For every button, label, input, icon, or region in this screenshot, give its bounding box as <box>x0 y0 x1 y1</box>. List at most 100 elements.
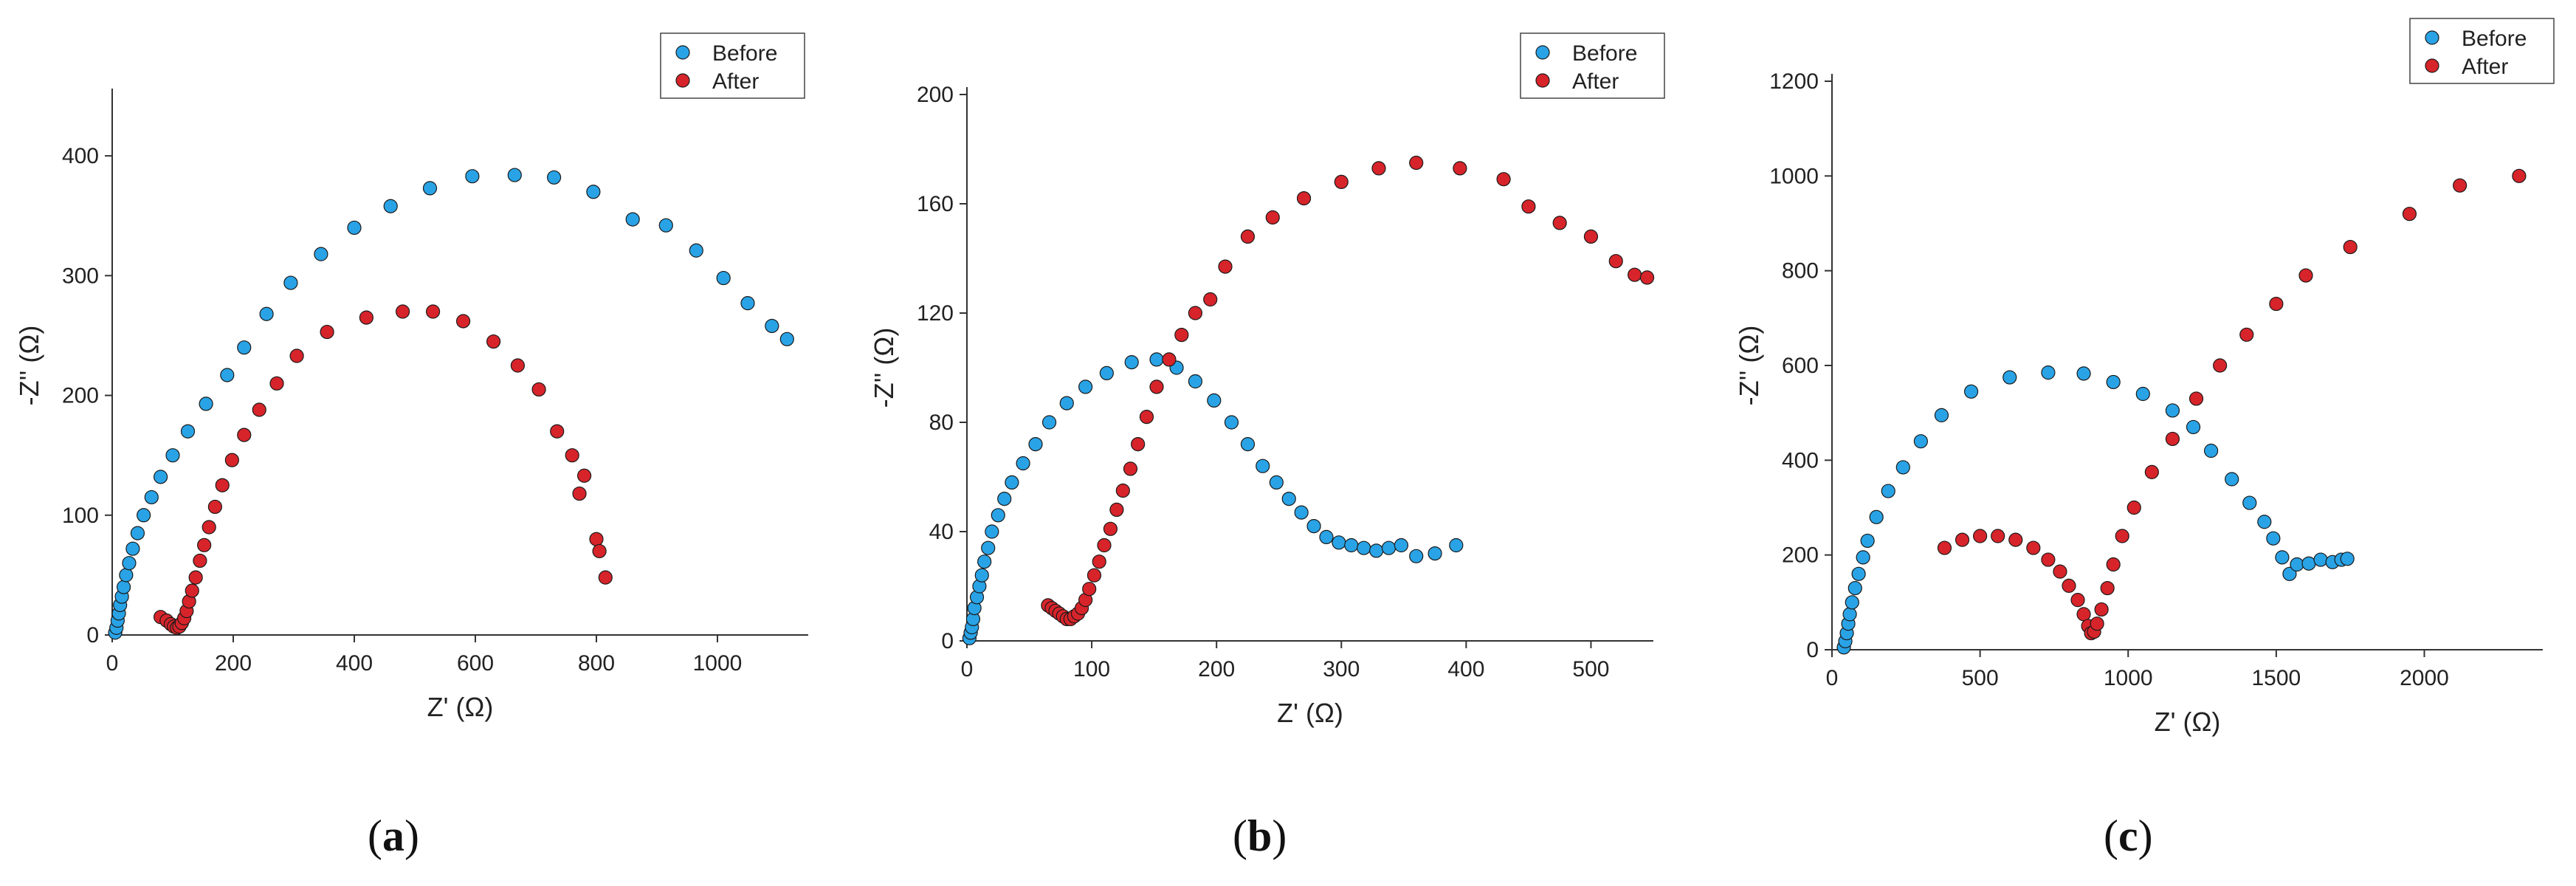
data-point <box>486 334 501 349</box>
data-point <box>289 348 304 363</box>
x-tick-label: 200 <box>215 651 252 676</box>
data-point <box>2453 178 2467 193</box>
data-point <box>1149 380 1164 394</box>
x-tick-label: 300 <box>1323 657 1360 681</box>
legend: Before After <box>1520 32 1665 99</box>
data-point <box>2026 540 2041 555</box>
data-point <box>188 570 203 585</box>
data-point <box>2100 580 2115 596</box>
data-point <box>2106 374 2121 390</box>
data-point <box>1103 521 1118 536</box>
data-point <box>1895 460 1910 475</box>
data-point <box>252 402 266 417</box>
data-point <box>314 247 328 261</box>
data-point <box>1123 461 1138 476</box>
data-point <box>765 318 779 334</box>
data-point <box>1240 436 1256 452</box>
data-point <box>383 199 398 213</box>
data-point <box>1860 533 1875 549</box>
data-point <box>1028 436 1043 452</box>
data-point <box>1294 505 1309 520</box>
x-tick-label: 2000 <box>2400 666 2449 690</box>
data-point <box>1256 459 1270 473</box>
series-after <box>154 304 613 635</box>
data-point <box>422 181 438 196</box>
data-point <box>1963 384 1979 399</box>
data-point <box>1203 292 1218 307</box>
x-tick-label: 1000 <box>693 651 743 676</box>
x-tick-label: 0 <box>106 651 119 676</box>
legend-marker-after <box>2425 58 2439 73</box>
data-point <box>1078 380 1093 394</box>
data-point <box>180 424 196 439</box>
data-point <box>1639 270 1655 285</box>
series-after <box>1937 168 2527 641</box>
legend-label-after: After <box>712 69 759 94</box>
data-point <box>137 508 151 523</box>
data-point <box>1628 267 1642 282</box>
y-tick-label: 120 <box>917 301 954 326</box>
data-point <box>981 540 996 555</box>
legend-label-before: Before <box>1572 41 1637 66</box>
y-axis-label: -Z'' (Ω) <box>1734 326 1764 406</box>
data-point <box>1409 155 1424 171</box>
data-point <box>1174 328 1189 343</box>
data-point <box>586 185 601 199</box>
data-point <box>359 310 373 325</box>
data-point <box>1319 529 1334 545</box>
data-point <box>1099 365 1114 380</box>
data-point <box>144 490 159 505</box>
data-point <box>625 212 640 227</box>
data-point <box>1369 543 1384 558</box>
data-point <box>220 368 235 382</box>
x-axis-label: Z' (Ω) <box>427 692 494 722</box>
x-tick-label: 400 <box>1447 657 1484 681</box>
data-point <box>546 170 562 185</box>
data-point <box>2115 529 2129 543</box>
data-point <box>2266 531 2281 546</box>
chart-c: 0 500 1000 1500 2000 0 200 400 600 800 1000 1200 Z' … <box>1734 18 2555 737</box>
data-point <box>1240 229 1256 244</box>
data-point <box>2257 515 2272 529</box>
data-point <box>1281 491 1296 506</box>
data-point <box>202 520 216 535</box>
data-point <box>592 543 607 559</box>
data-point <box>507 168 522 182</box>
legend: Before After <box>660 32 805 99</box>
data-point <box>1428 546 1442 561</box>
data-point <box>154 470 168 484</box>
data-point <box>2135 386 2150 402</box>
panel-label-c: (c) <box>2104 811 2153 860</box>
data-point <box>1496 172 1511 187</box>
y-axis-label: -Z'' (Ω) <box>14 326 44 406</box>
x-tick-label: 500 <box>1572 657 1609 681</box>
data-point <box>1306 518 1321 534</box>
data-point <box>259 306 274 321</box>
legend-label-before: Before <box>2462 27 2527 51</box>
data-point <box>347 220 362 236</box>
series-after <box>1041 155 1655 627</box>
series-before <box>962 352 1464 645</box>
data-point <box>1552 216 1567 230</box>
x-tick-label: 0 <box>1826 666 1839 690</box>
data-point <box>2165 431 2180 447</box>
data-point <box>2275 550 2290 565</box>
data-point <box>1851 566 1866 581</box>
data-point <box>185 583 199 598</box>
series-before <box>108 168 794 640</box>
data-point <box>1162 352 1177 367</box>
data-point <box>1097 538 1112 553</box>
data-point <box>510 358 526 373</box>
y-tick-label: 800 <box>1782 259 1819 284</box>
data-point <box>1296 191 1312 206</box>
data-point <box>425 304 441 319</box>
data-point <box>2090 617 2104 631</box>
legend-marker-before <box>2425 30 2439 45</box>
data-point <box>237 340 252 355</box>
data-point <box>1188 306 1203 320</box>
x-tick-label: 1000 <box>2104 666 2153 690</box>
data-point <box>320 324 334 340</box>
legend-marker-after <box>675 73 690 88</box>
data-point <box>1041 415 1057 430</box>
